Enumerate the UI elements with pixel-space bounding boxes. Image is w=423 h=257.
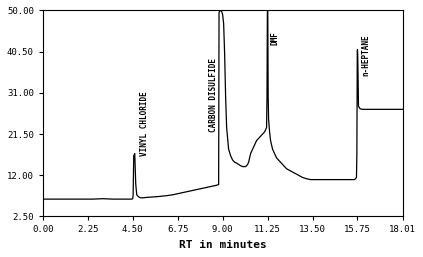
- Text: n-HEPTANE: n-HEPTANE: [361, 34, 370, 76]
- X-axis label: RT in minutes: RT in minutes: [179, 240, 266, 250]
- Text: CARBON DISULFIDE: CARBON DISULFIDE: [209, 58, 218, 132]
- Text: DMF: DMF: [270, 31, 279, 45]
- Text: VINYL CHLORIDE: VINYL CHLORIDE: [140, 91, 149, 156]
